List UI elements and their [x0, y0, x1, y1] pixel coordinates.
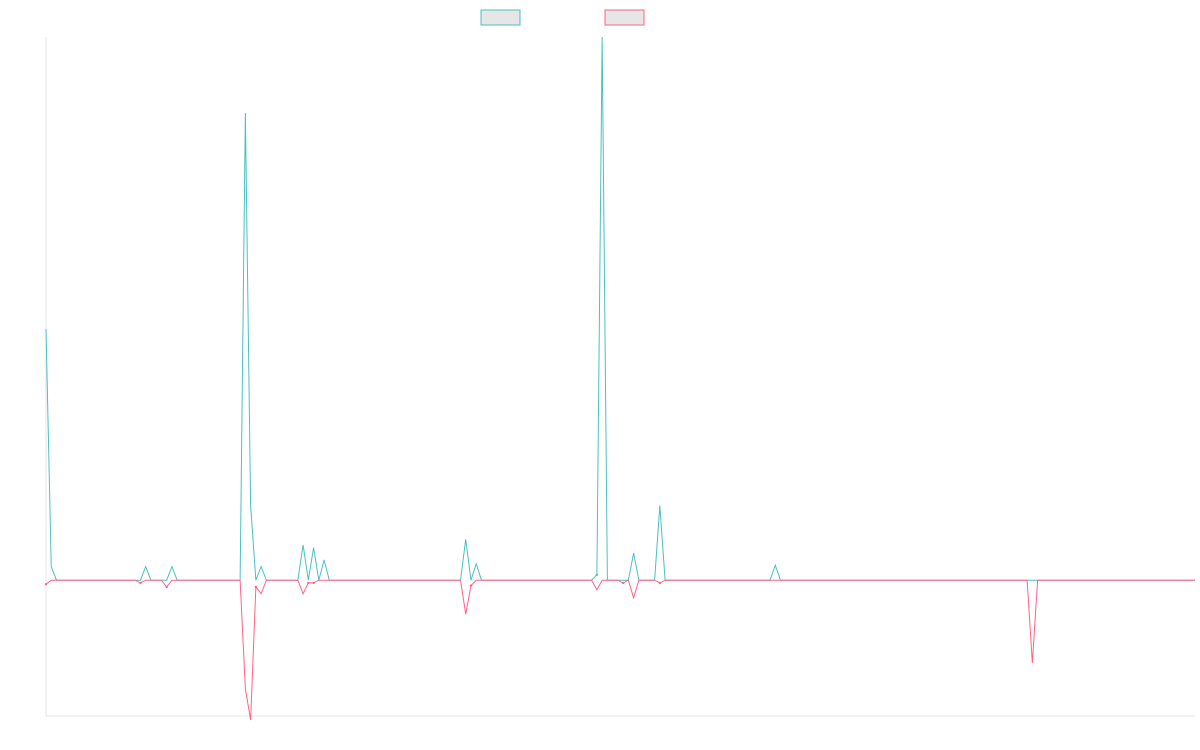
series-2-point [44, 583, 48, 586]
series-2-point [307, 581, 310, 585]
series-line-1 [45, 36, 1195, 581]
chart-series-layer [44, 36, 1195, 721]
series-1-point [595, 573, 599, 576]
series-2-point [621, 581, 625, 585]
chart-axes [45, 37, 1195, 717]
series-2-point [312, 581, 315, 585]
series-2-point [139, 581, 142, 585]
legend-swatch-1 [480, 9, 521, 26]
series-2-point [658, 581, 662, 585]
legend-swatch-2 [604, 9, 645, 26]
series-2-point [469, 584, 473, 587]
series-line-2 [45, 579, 1195, 721]
chart-legend [480, 9, 645, 26]
series-2-point [165, 585, 168, 589]
series-2-point [254, 585, 258, 589]
